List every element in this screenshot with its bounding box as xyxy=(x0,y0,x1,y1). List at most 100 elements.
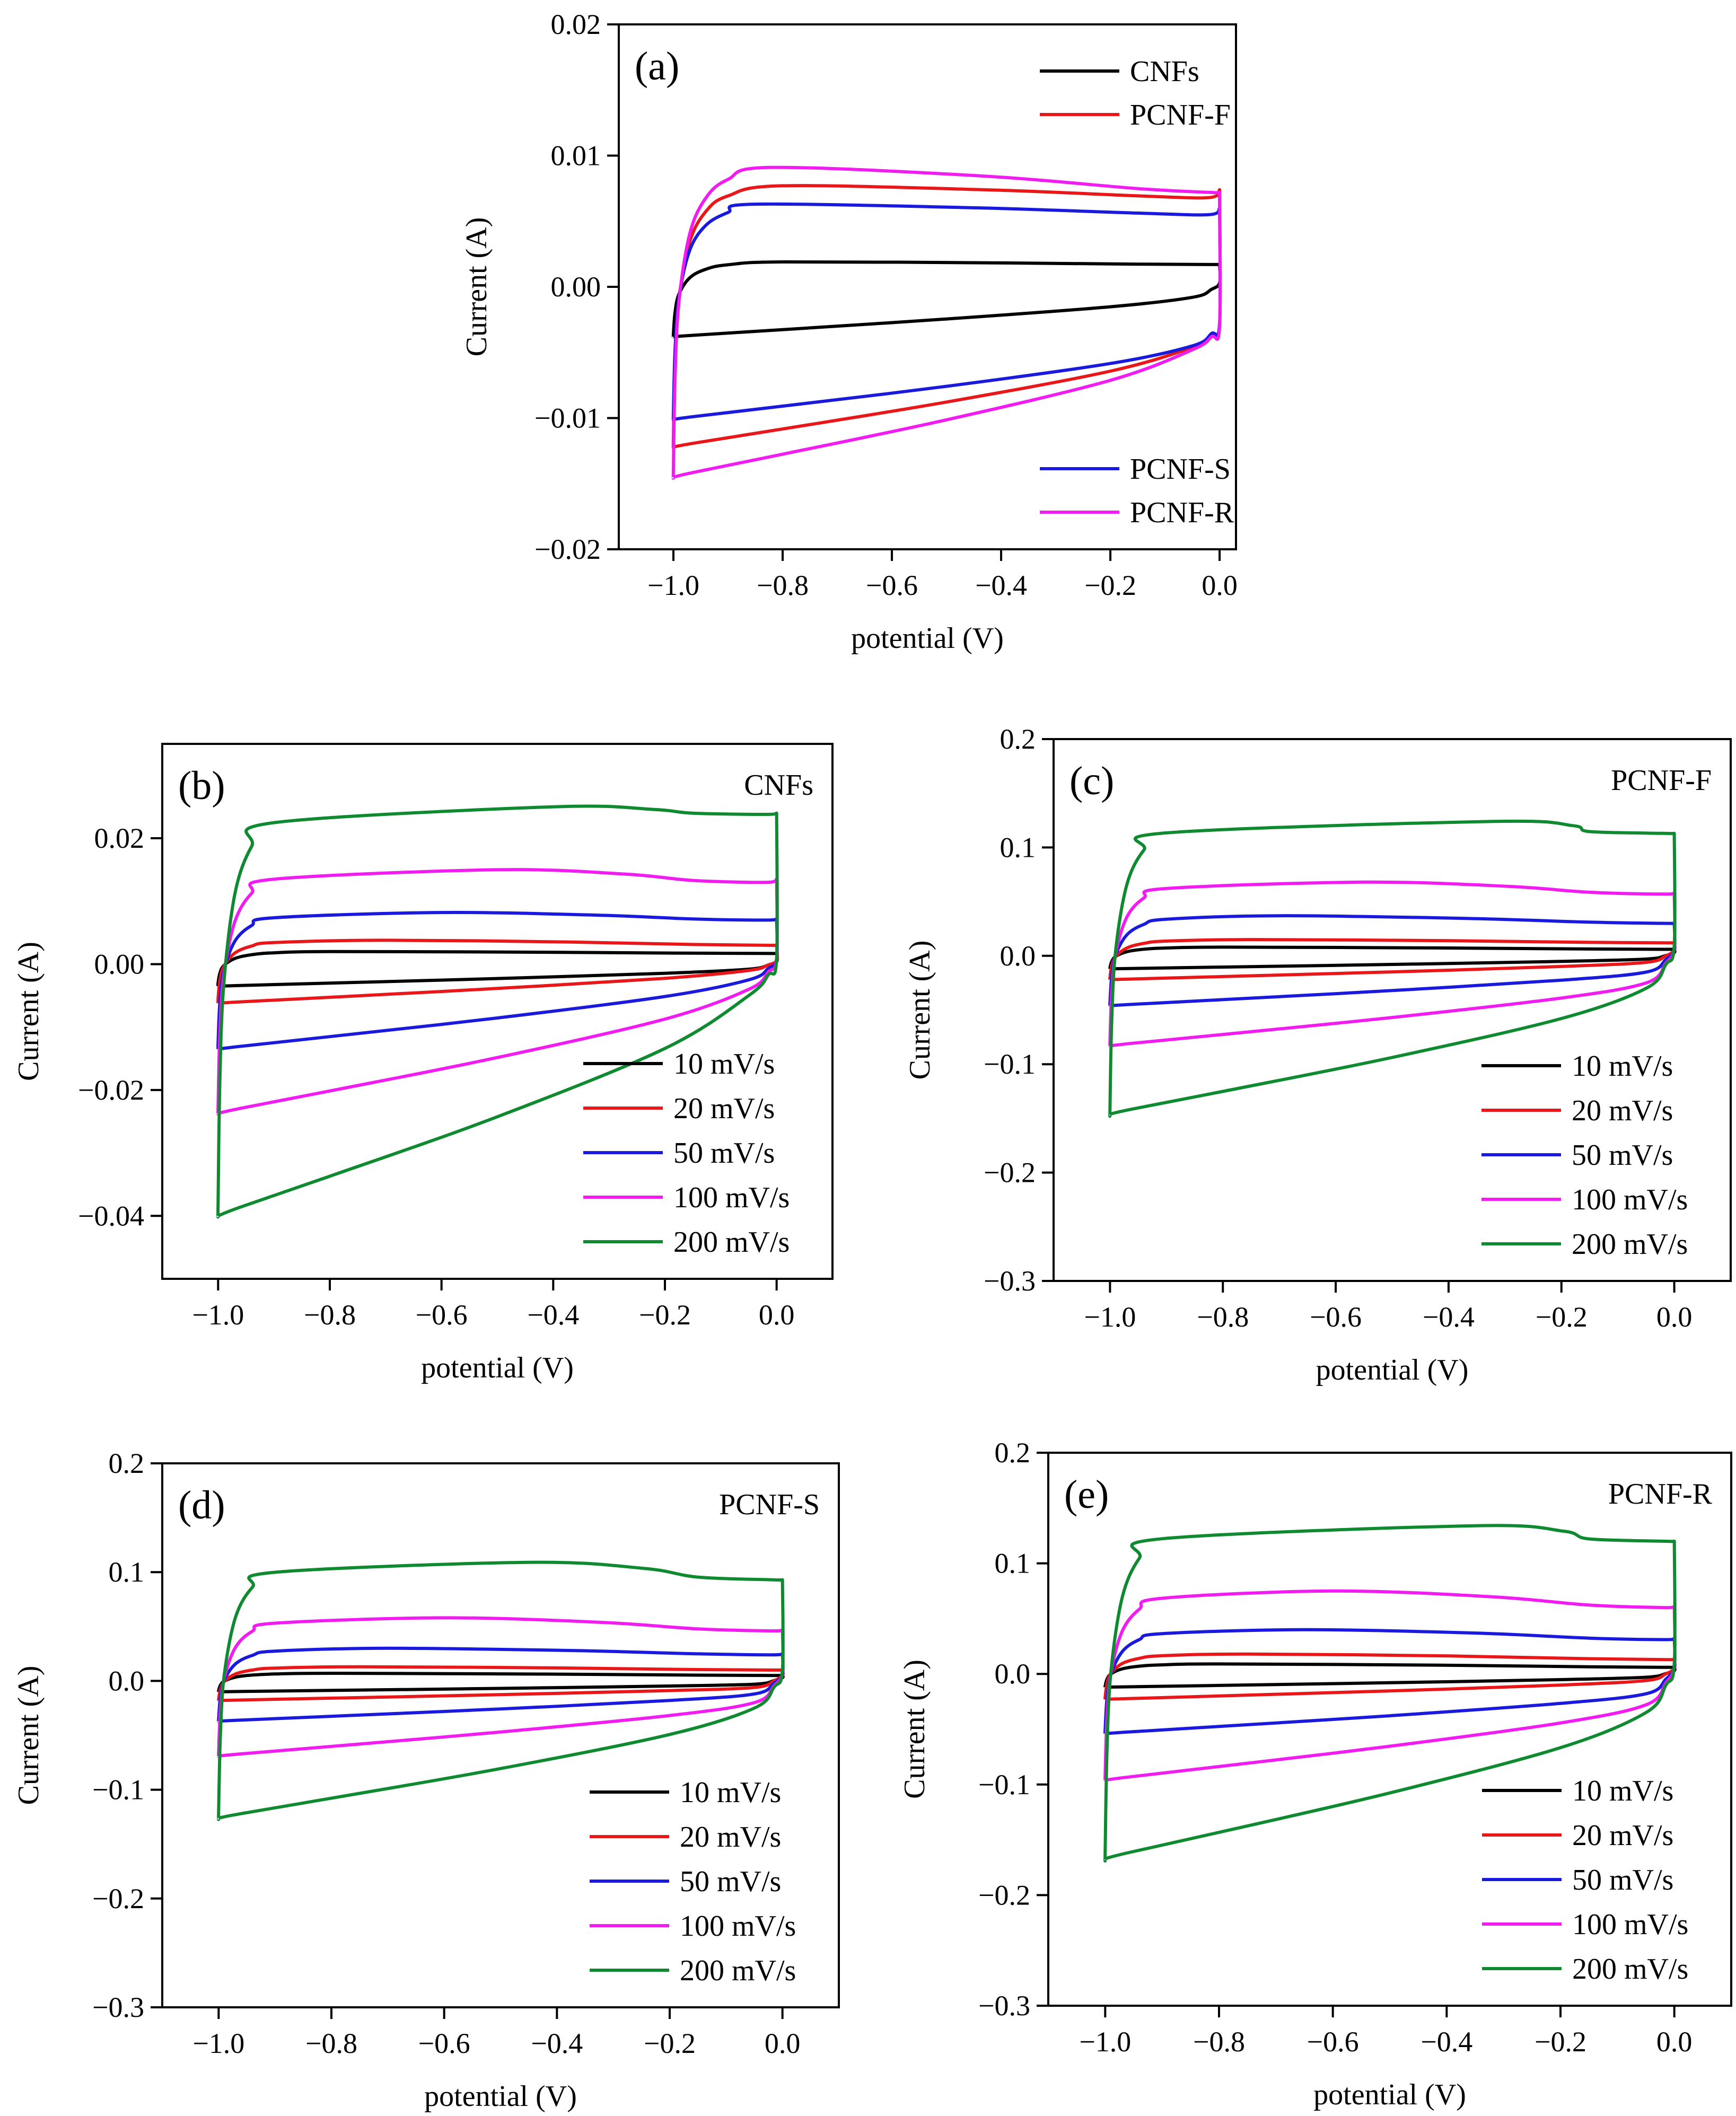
legend-a-top-right: CNFs PCNF-F xyxy=(1040,55,1231,131)
y-tick-label-c-0: −0.3 xyxy=(984,1265,1036,1297)
series-line-c-3 xyxy=(1108,880,1677,1048)
panel-c: −1.0 −0.8 −0.6 −0.4 −0.2 0.0 −0.3 −0.2 −0.1 0.0 0.… xyxy=(904,723,1732,1386)
x-tick-label-b-3: −0.4 xyxy=(527,1299,579,1331)
series-line-e-3 xyxy=(1103,1589,1677,1782)
x-tick-label-c-2: −0.6 xyxy=(1310,1301,1362,1333)
series-group-e xyxy=(1103,1524,1677,1863)
x-tick-label-c-3: −0.4 xyxy=(1423,1301,1475,1333)
y-tick-label-e-2: −0.1 xyxy=(978,1769,1030,1801)
y-tick-label-d-2: −0.1 xyxy=(92,1774,144,1806)
series-line-b-4 xyxy=(216,804,779,1219)
y-tick-label-d-0: −0.3 xyxy=(92,1991,144,2023)
series-group-c xyxy=(1108,819,1677,1118)
panel-label-a: (a) xyxy=(635,44,679,89)
y-tick-label-c-5: 0.2 xyxy=(1000,723,1036,755)
series-line-a-3 xyxy=(671,165,1222,480)
legend-label-c-1: 20 mV/s xyxy=(1572,1094,1673,1127)
legend-b-bottom-right: 10 mV/s 20 mV/s 50 mV/s 100 mV/s 200 mV/s xyxy=(583,1048,790,1259)
x-tick-label-b-5: 0.0 xyxy=(759,1299,795,1331)
y-tick-label-e-3: 0.0 xyxy=(995,1658,1031,1690)
series-line-b-0 xyxy=(216,950,779,988)
legend-label-c-2: 50 mV/s xyxy=(1572,1139,1673,1172)
legend-label-d-4: 200 mV/s xyxy=(680,1954,796,1987)
panel-d: −1.0 −0.8 −0.6 −0.4 −0.2 0.0 −0.3 −0.2 −0.1 0.0 0.… xyxy=(12,1447,840,2113)
y-tick-label-b-1: −0.02 xyxy=(78,1074,144,1106)
series-line-e-2 xyxy=(1103,1628,1677,1735)
x-tick-label-c-0: −1.0 xyxy=(1084,1301,1136,1333)
series-group-a xyxy=(671,165,1222,480)
legend-label-a-0: CNFs xyxy=(1130,55,1199,88)
series-line-b-2 xyxy=(216,910,779,1051)
series-line-e-1 xyxy=(1103,1652,1677,1701)
series-line-e-0 xyxy=(1103,1662,1677,1689)
y-tick-label-c-4: 0.1 xyxy=(1000,831,1036,863)
y-tick-label-c-3: 0.0 xyxy=(1000,940,1036,972)
x-tick-label-a-0: −1.0 xyxy=(647,569,699,601)
x-tick-label-d-5: 0.0 xyxy=(765,2027,801,2059)
x-tick-label-e-4: −0.2 xyxy=(1535,2026,1586,2058)
x-tick-label-d-1: −0.8 xyxy=(305,2027,357,2059)
legend-d-bottom-right: 10 mV/s 20 mV/s 50 mV/s 100 mV/s 200 mV/s xyxy=(590,1776,796,1987)
legend-label-e-3: 100 mV/s xyxy=(1572,1908,1688,1941)
x-tick-label-c-1: −0.8 xyxy=(1197,1301,1249,1333)
y-tick-label-b-0: −0.04 xyxy=(78,1200,144,1232)
legend-label-d-2: 50 mV/s xyxy=(680,1865,781,1898)
y-tick-label-d-5: 0.2 xyxy=(109,1447,145,1479)
sample-label-e: PCNF-R xyxy=(1608,1478,1713,1511)
series-line-d-4 xyxy=(217,1560,785,1821)
y-tick-label-b-3: 0.02 xyxy=(94,822,145,854)
legend-label-e-0: 10 mV/s xyxy=(1572,1775,1673,1807)
x-tick-label-d-2: −0.6 xyxy=(418,2027,470,2059)
x-tick-label-e-0: −1.0 xyxy=(1079,2026,1131,2058)
y-tick-label-a-2: 0.00 xyxy=(551,271,601,303)
y-tick-label-c-2: −0.1 xyxy=(984,1048,1036,1080)
x-tick-label-b-2: −0.6 xyxy=(416,1299,468,1331)
series-group-d xyxy=(217,1560,785,1821)
y-tick-label-e-5: 0.2 xyxy=(995,1437,1031,1469)
legend-label-a-1: PCNF-F xyxy=(1130,99,1231,131)
legend-label-b-1: 20 mV/s xyxy=(673,1092,775,1125)
legend-c-bottom-right: 10 mV/s 20 mV/s 50 mV/s 100 mV/s 200 mV/s xyxy=(1481,1050,1688,1261)
legend-label-c-4: 200 mV/s xyxy=(1572,1228,1688,1261)
series-line-d-2 xyxy=(217,1646,785,1723)
x-tick-label-a-2: −0.6 xyxy=(866,569,918,601)
x-tick-label-d-4: −0.2 xyxy=(644,2027,696,2059)
plot-frame-e xyxy=(1047,1452,1732,2007)
y-tick-label-a-0: −0.02 xyxy=(534,533,601,565)
x-tick-label-a-4: −0.2 xyxy=(1084,569,1136,601)
x-tick-label-a-5: 0.0 xyxy=(1202,569,1238,601)
x-tick-label-b-4: −0.2 xyxy=(639,1299,691,1331)
series-line-b-3 xyxy=(216,868,779,1116)
series-line-b-1 xyxy=(216,938,779,1005)
y-axis-title-d: Current (A) xyxy=(12,1666,45,1805)
x-tick-label-b-0: −1.0 xyxy=(192,1299,244,1331)
x-tick-label-e-1: −0.8 xyxy=(1193,2026,1245,2058)
series-line-d-1 xyxy=(217,1665,785,1702)
x-tick-label-d-3: −0.4 xyxy=(531,2027,583,2059)
x-tick-label-b-1: −0.8 xyxy=(304,1299,356,1331)
plot-frame-b xyxy=(161,743,834,1280)
legend-label-d-0: 10 mV/s xyxy=(680,1776,781,1809)
legend-label-b-4: 200 mV/s xyxy=(673,1226,790,1259)
legend-label-e-2: 50 mV/s xyxy=(1572,1864,1673,1897)
y-tick-label-e-4: 0.1 xyxy=(995,1548,1031,1579)
x-tick-label-c-4: −0.2 xyxy=(1536,1301,1588,1333)
x-tick-label-e-5: 0.0 xyxy=(1656,2026,1693,2058)
panel-label-c: (c) xyxy=(1069,759,1114,803)
x-tick-label-d-0: −1.0 xyxy=(192,2027,244,2059)
x-tick-label-e-3: −0.4 xyxy=(1421,2026,1472,2058)
legend-label-c-0: 10 mV/s xyxy=(1572,1050,1673,1083)
x-tick-label-e-2: −0.6 xyxy=(1307,2026,1359,2058)
panel-label-b: (b) xyxy=(178,763,225,808)
panel-e: −1.0 −0.8 −0.6 −0.4 −0.2 0.0 −0.3 −0.2 −0.1 0.0 0.… xyxy=(898,1437,1732,2111)
x-axis-title-d: potential (V) xyxy=(424,2080,577,2113)
y-axis-title-a: Current (A) xyxy=(460,217,493,357)
legend-label-d-1: 20 mV/s xyxy=(680,1821,781,1854)
legend-label-c-3: 100 mV/s xyxy=(1572,1183,1688,1216)
series-line-c-2 xyxy=(1108,914,1677,1007)
x-tick-label-a-1: −0.8 xyxy=(757,569,809,601)
y-tick-label-d-4: 0.1 xyxy=(109,1556,145,1588)
y-tick-label-d-1: −0.2 xyxy=(92,1883,144,1915)
